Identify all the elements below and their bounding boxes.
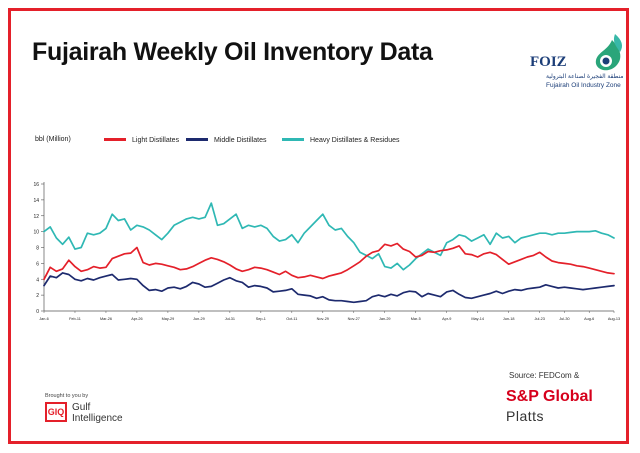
sp-global-logo: S&P Global — [506, 388, 593, 405]
x-tick-label: Nov-27 — [348, 317, 360, 321]
x-tick-label: May-14 — [471, 317, 484, 321]
foiz-arabic-name: منطقة الفجيرة لصناعة البترولية — [546, 74, 624, 80]
giq-mark: GIQ — [45, 402, 67, 422]
foiz-drop-icon — [595, 34, 623, 71]
x-tick-label: Jul-23 — [534, 317, 544, 321]
legend-label-light: Light Distillates — [132, 137, 180, 144]
x-tick-label: Sep-1 — [256, 317, 266, 321]
x-tick-label: Jun-29 — [193, 317, 205, 321]
legend-middle-distillates: Middle Distillates — [186, 137, 267, 144]
giq-line-1: Gulf — [72, 402, 91, 413]
x-tick-label: Oct-11 — [286, 317, 297, 321]
y-tick-label: 16 — [33, 182, 39, 188]
legend-swatch-middle — [186, 137, 208, 141]
x-tick-label: Mar-5 — [411, 317, 421, 321]
y-tick-label: 12 — [33, 214, 39, 220]
legend-light-distillates: Light Distillates — [104, 137, 179, 144]
x-tick-label: Jan-6 — [39, 317, 49, 321]
x-tick-label: Aug-6 — [584, 317, 594, 321]
x-tick-label: Jun-18 — [503, 317, 515, 321]
gulf-intelligence-logo: GIQ Gulf Intelligence — [45, 402, 135, 428]
series-line-light-distillates — [43, 242, 615, 281]
x-tick-label: Apr-9 — [442, 317, 451, 321]
page-frame — [8, 8, 629, 444]
y-tick-label: 0 — [36, 309, 39, 315]
x-tick-label: Nov-29 — [317, 317, 329, 321]
x-tick-label: Jul-31 — [225, 317, 235, 321]
legend-label-heavy: Heavy Distillates & Residues — [310, 137, 400, 144]
legend-heavy-distillates: Heavy Distillates & Residues — [282, 137, 399, 144]
y-tick-label: 4 — [36, 277, 39, 283]
source-text: Source: FEDCom & — [509, 371, 580, 380]
y-tick-label: 2 — [36, 293, 39, 299]
x-tick-label: Feb-11 — [69, 317, 81, 321]
y-tick-label: 8 — [36, 246, 39, 252]
platts-logo: Platts — [506, 408, 545, 424]
foiz-logo: FOIZ منطقة الفجيرة لصناعة البترولية Fuja… — [516, 30, 626, 92]
legend-swatch-heavy — [282, 137, 304, 141]
y-tick-label: 10 — [33, 230, 39, 236]
page-title: Fujairah Weekly Oil Inventory Data — [32, 38, 433, 66]
giq-line-2: Intelligence — [72, 413, 123, 424]
brought-by-text: Brought to you by — [45, 393, 89, 399]
foiz-english-name: Fujairah Oil Industry Zone — [546, 82, 621, 89]
x-tick-label: Mar-26 — [100, 317, 112, 321]
x-tick-label: May-29 — [162, 317, 175, 321]
x-tick-label: Apr-26 — [131, 317, 142, 321]
series-line-middle-distillates — [43, 272, 615, 304]
y-tick-label: 14 — [33, 198, 39, 204]
series-line-heavy-distillates — [43, 202, 615, 271]
legend-swatch-light — [104, 137, 126, 141]
foiz-acronym: FOIZ — [530, 54, 567, 70]
x-tick-label: Jan-29 — [379, 317, 391, 321]
giq-text: Gulf Intelligence — [72, 402, 123, 424]
x-tick-label: Jul-30 — [559, 317, 569, 321]
legend-label-middle: Middle Distillates — [214, 137, 267, 144]
y-axis-label: bbl (Million) — [35, 136, 71, 143]
x-tick-label: Aug-13 — [608, 317, 620, 321]
y-tick-label: 6 — [36, 261, 39, 267]
